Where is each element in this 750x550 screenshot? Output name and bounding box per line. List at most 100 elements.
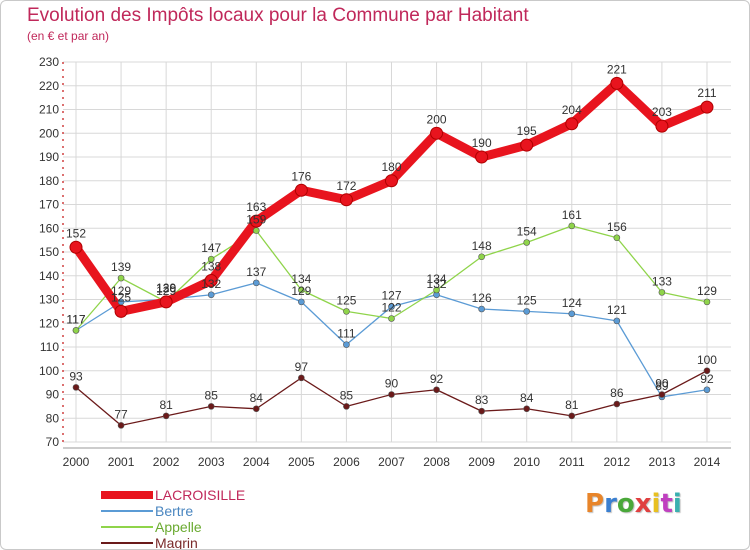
- data-label-magrin: 84: [520, 391, 534, 405]
- data-point-lacroisille: [565, 117, 579, 131]
- data-point-appelle: [568, 222, 576, 230]
- y-tick-label: 170: [39, 198, 59, 212]
- data-label-bertre: 89: [655, 379, 669, 393]
- legend-swatch: [101, 510, 153, 512]
- data-point-lacroisille: [700, 100, 714, 114]
- data-label-appelle: 133: [652, 274, 672, 288]
- data-label-magrin: 100: [697, 353, 717, 367]
- data-label-bertre: 121: [607, 303, 627, 317]
- data-label-magrin: 86: [610, 386, 624, 400]
- axes: 7080901001101201301401501601701801902002…: [39, 55, 731, 469]
- data-label-appelle: 129: [156, 284, 176, 298]
- data-point-magrin: [343, 403, 350, 410]
- data-point-bertre: [207, 291, 215, 299]
- data-point-lacroisille: [610, 76, 624, 90]
- data-label-magrin: 90: [655, 377, 669, 391]
- y-tick-label: 70: [46, 435, 60, 449]
- y-tick-label: 140: [39, 269, 59, 283]
- data-point-lacroisille: [69, 240, 83, 254]
- data-point-magrin: [72, 384, 80, 391]
- data-point-magrin: [298, 374, 305, 382]
- data-label-magrin: 92: [430, 372, 444, 386]
- data-label-magrin: 97: [295, 360, 309, 374]
- data-point-appelle: [433, 286, 440, 294]
- data-label-lacroisille: 129: [156, 281, 176, 295]
- data-label-bertre: 132: [201, 277, 221, 291]
- data-point-magrin: [388, 391, 395, 398]
- data-label-magrin: 83: [475, 393, 489, 407]
- grid: [63, 61, 731, 443]
- x-tick-label: 2007: [378, 455, 405, 469]
- data-point-bertre: [343, 341, 350, 348]
- data-point-lacroisille: [475, 150, 489, 164]
- data-label-appelle: 139: [111, 260, 131, 274]
- data-label-lacroisille: 204: [562, 103, 582, 117]
- data-point-lacroisille: [159, 295, 173, 309]
- data-label-bertre: 132: [427, 277, 447, 291]
- data-point-magrin: [433, 386, 440, 394]
- chart-subtitle: (en € et par an): [27, 29, 110, 43]
- y-tick-label: 150: [39, 245, 59, 259]
- series-markers: [69, 76, 714, 429]
- data-point-appelle: [388, 315, 395, 322]
- y-tick-label: 230: [39, 55, 59, 69]
- data-label-bertre: 126: [472, 291, 492, 305]
- data-label-magrin: 84: [250, 391, 264, 405]
- data-point-bertre: [478, 305, 485, 313]
- data-point-lacroisille: [294, 183, 308, 197]
- data-point-appelle: [478, 253, 485, 261]
- data-label-appelle: 147: [201, 241, 221, 255]
- data-point-lacroisille: [520, 138, 534, 152]
- y-tick-label: 90: [46, 388, 60, 402]
- data-label-lacroisille: 125: [111, 290, 131, 304]
- x-tick-label: 2003: [198, 455, 225, 469]
- data-label-magrin: 85: [205, 388, 219, 402]
- x-tick-label: 2005: [288, 455, 315, 469]
- data-point-appelle: [613, 234, 621, 242]
- data-label-lacroisille: 180: [381, 160, 401, 174]
- data-label-lacroisille: 163: [246, 200, 266, 214]
- data-label-appelle: 161: [562, 208, 582, 222]
- data-point-bertre: [568, 310, 576, 318]
- data-label-appelle: 122: [381, 301, 401, 315]
- data-point-magrin: [207, 403, 215, 410]
- x-tick-label: 2011: [559, 455, 585, 469]
- data-point-lacroisille: [339, 193, 353, 207]
- data-label-lacroisille: 172: [336, 179, 356, 193]
- legend-item: Magrin: [101, 535, 301, 550]
- data-label-appelle: 117: [66, 312, 85, 326]
- y-tick-label: 160: [39, 221, 59, 235]
- y-tick-label: 130: [39, 293, 59, 307]
- data-label-magrin: 93: [69, 369, 83, 383]
- data-label-appelle: 156: [607, 220, 627, 234]
- data-point-magrin: [252, 405, 260, 413]
- data-point-appelle: [343, 308, 350, 315]
- data-label-bertre: 129: [111, 284, 131, 298]
- legend-label: Bertre: [155, 503, 194, 519]
- data-point-appelle: [252, 227, 260, 234]
- legend-label: Magrin: [155, 535, 198, 550]
- data-label-bertre: 137: [246, 265, 266, 279]
- data-point-magrin: [478, 407, 485, 415]
- data-point-bertre: [703, 386, 711, 394]
- data-point-lacroisille: [204, 274, 218, 287]
- y-tick-label: 80: [46, 411, 60, 425]
- legend-swatch: [101, 526, 153, 528]
- data-label-lacroisille: 138: [201, 260, 221, 274]
- data-point-bertre: [523, 308, 531, 315]
- data-label-lacroisille: 176: [291, 169, 311, 183]
- data-label-lacroisille: 211: [697, 86, 716, 100]
- data-label-appelle: 125: [336, 293, 356, 307]
- data-label-magrin: 77: [114, 407, 128, 421]
- data-point-appelle: [658, 289, 666, 296]
- y-tick-label: 210: [39, 103, 59, 117]
- x-tick-label: 2014: [694, 455, 721, 469]
- x-tick-label: 2013: [649, 455, 676, 469]
- legend-swatch: [101, 491, 153, 499]
- data-label-bertre: 92: [700, 372, 714, 386]
- data-label-bertre: 130: [156, 282, 176, 296]
- data-point-appelle: [207, 255, 215, 263]
- y-tick-label: 100: [39, 364, 59, 378]
- legend-label: LACROISILLE: [155, 487, 246, 503]
- data-label-bertre: 125: [517, 293, 537, 307]
